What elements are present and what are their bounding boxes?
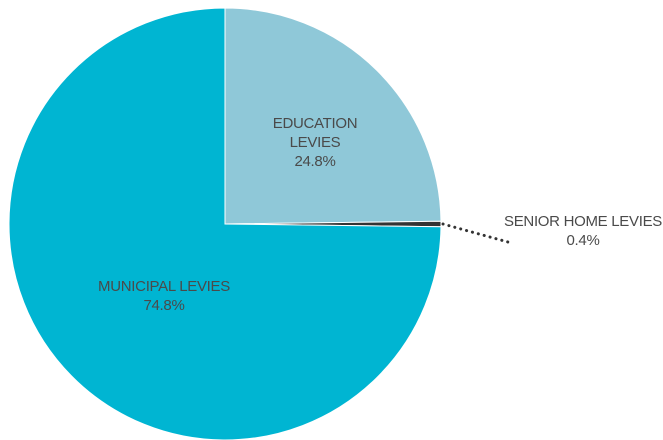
slice-name-label: LEVIES <box>290 134 341 151</box>
slice-value-label: 24.8% <box>294 153 335 170</box>
slice-labels: EDUCATION LEVIES 24.8% SENIOR HOME LEVIES 0.… <box>98 115 663 314</box>
slice-value-label: 0.4% <box>567 232 600 249</box>
leader-line-group <box>441 222 510 244</box>
slice-name-label: MUNICIPAL LEVIES <box>98 278 230 295</box>
pie-slice-municipal-levies <box>8 7 442 440</box>
slice-name-label: SENIOR HOME LEVIES <box>504 213 662 230</box>
pie-slices <box>8 7 442 440</box>
leader-line <box>441 222 510 244</box>
slice-name-label: EDUCATION <box>273 115 358 132</box>
pie-slice-education-levies <box>224 7 442 225</box>
slice-value-label: 74.8% <box>143 297 184 314</box>
